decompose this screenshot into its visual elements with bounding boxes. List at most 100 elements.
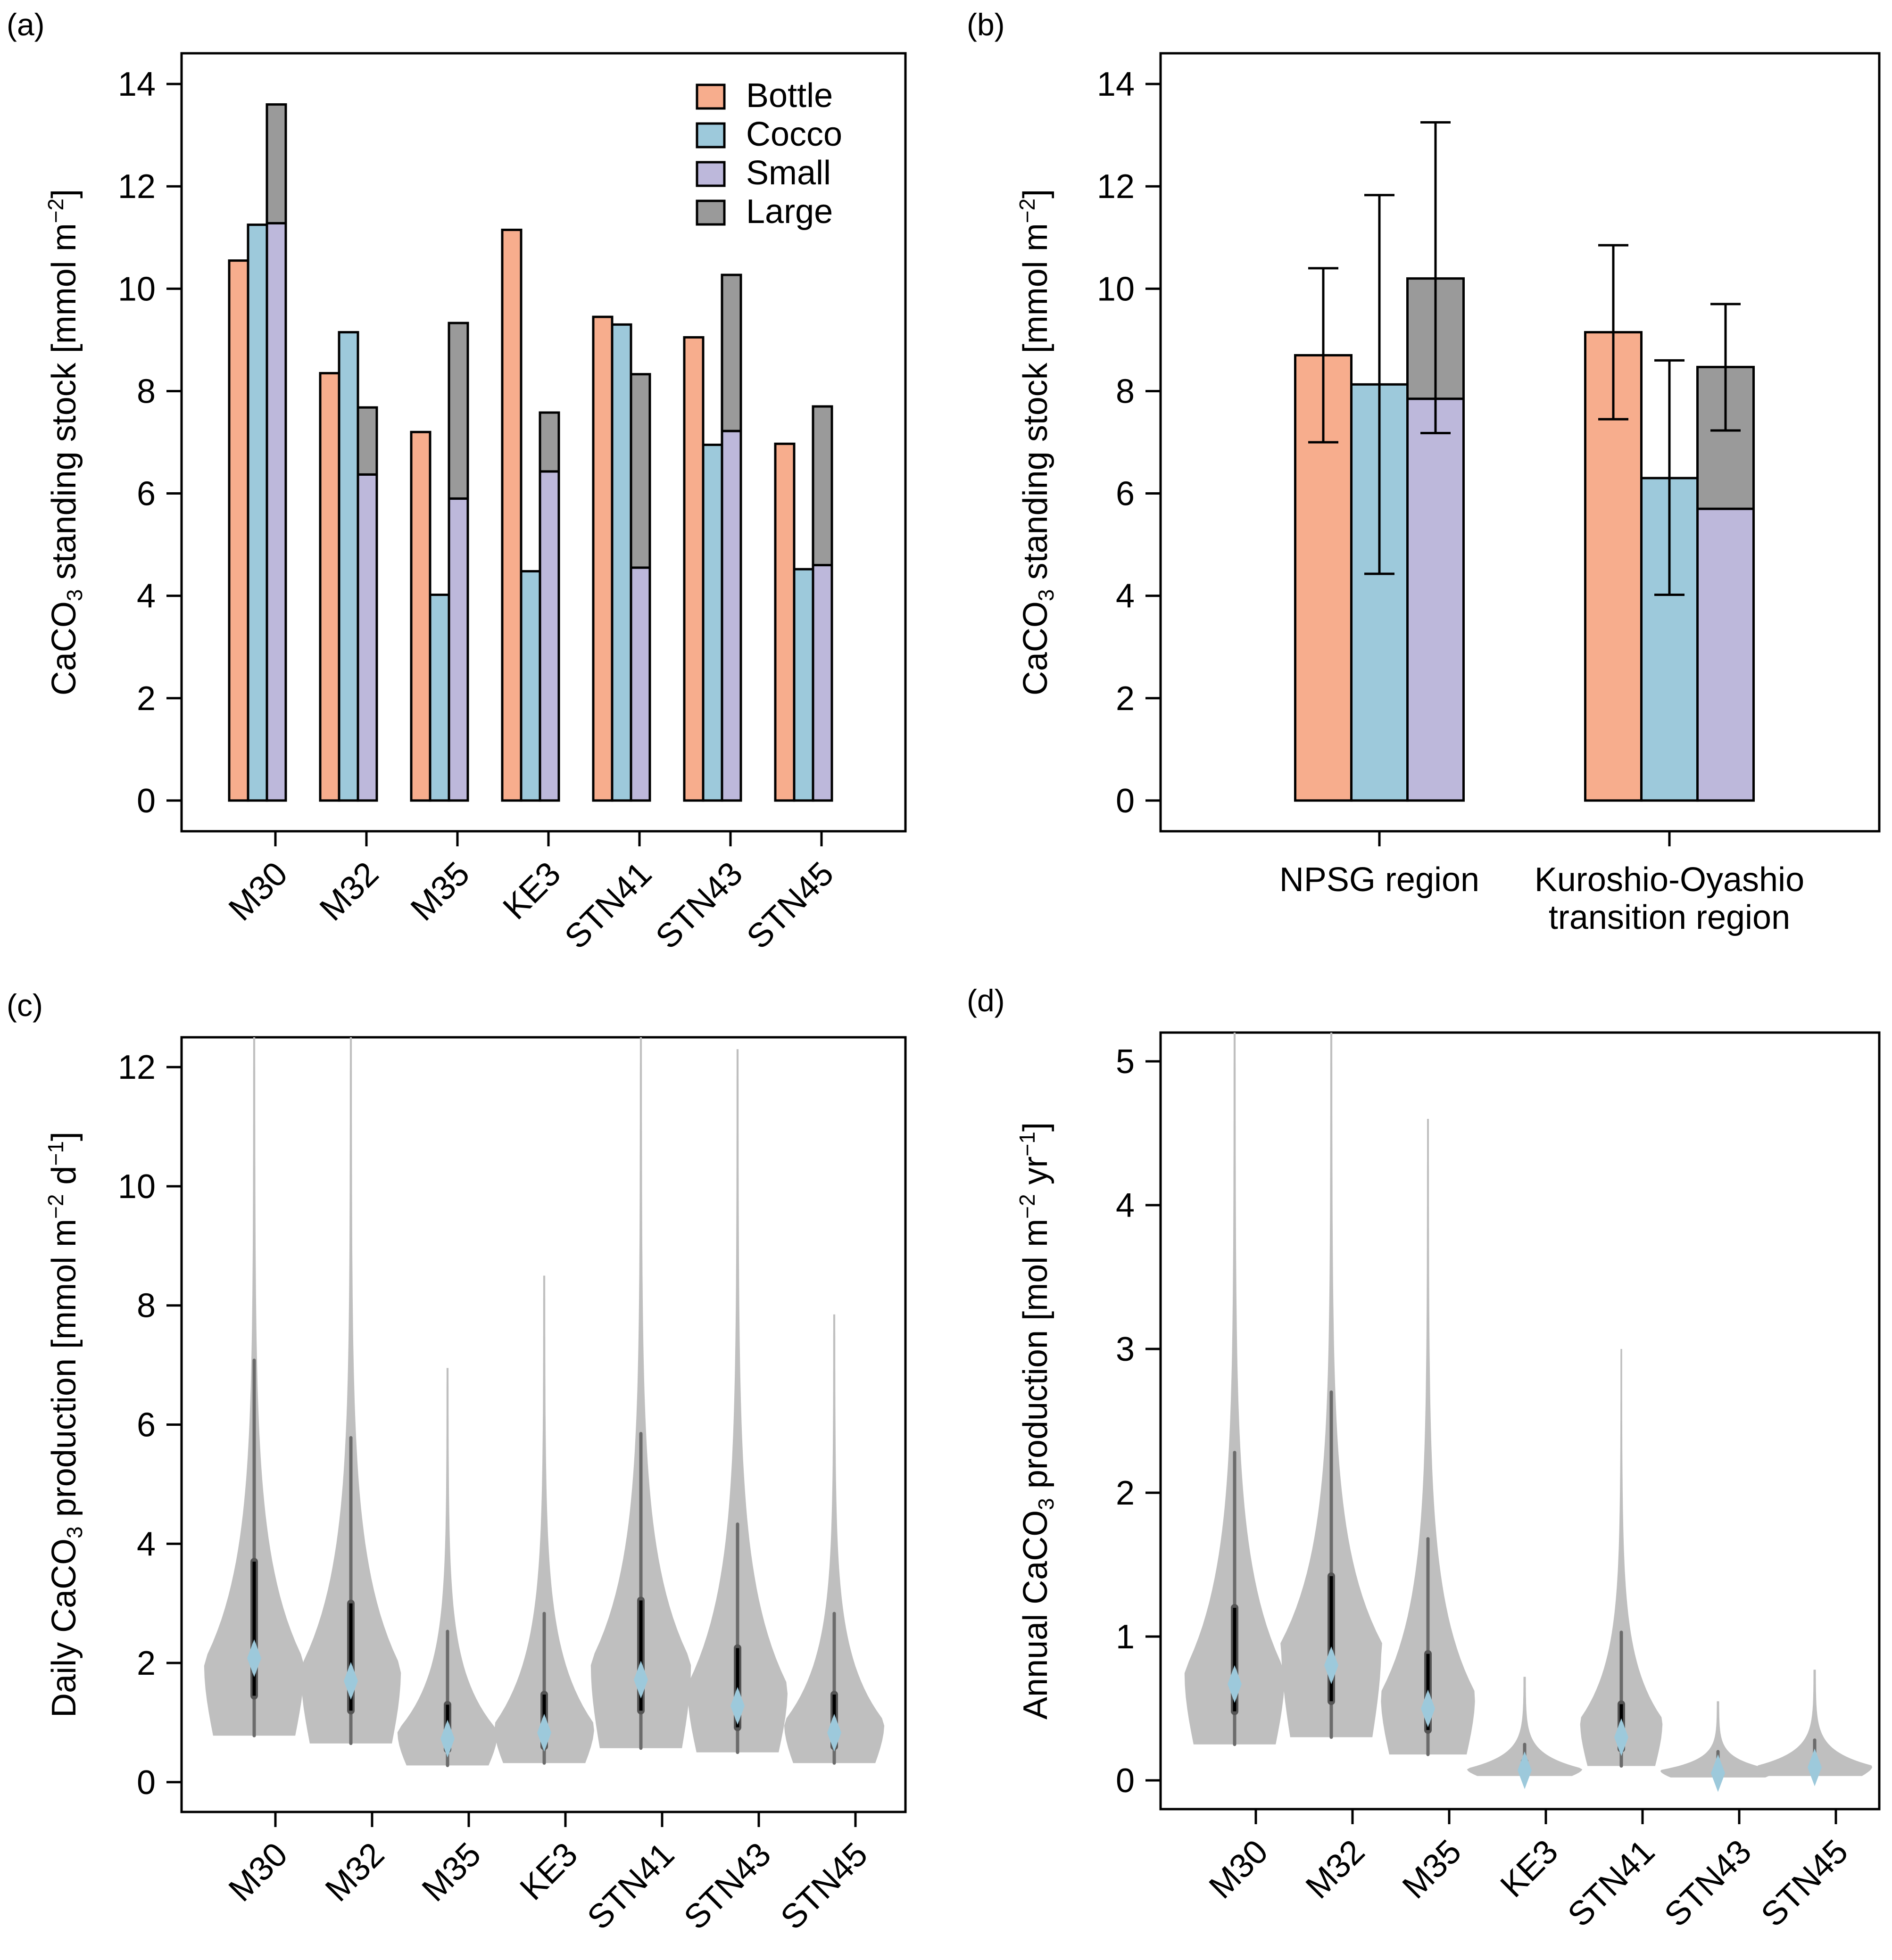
- bar-small: [357, 473, 378, 802]
- x-tick-label: STN43: [677, 1836, 778, 1937]
- panel-label: (a): [7, 7, 45, 42]
- bar-bottle: [501, 229, 523, 802]
- legend-label: Large: [746, 193, 833, 231]
- violin-median-marker: [1518, 1751, 1532, 1789]
- y-tick-label: 2: [137, 1645, 156, 1682]
- x-tick-label: transition region: [1549, 899, 1790, 936]
- violin-body: [1280, 1033, 1382, 1737]
- y-tick-label: 6: [137, 1406, 156, 1444]
- y-tick-label: 2: [1116, 680, 1135, 718]
- bar-small: [1406, 397, 1465, 802]
- x-tick-label: M30: [222, 1836, 295, 1909]
- bar-small: [448, 497, 469, 802]
- bar-large: [357, 406, 378, 476]
- y-tick-label: 4: [1116, 1187, 1135, 1224]
- bar-small: [539, 470, 560, 802]
- x-tick-label: STN41: [580, 1836, 681, 1937]
- violin-median-marker: [344, 1662, 358, 1700]
- bar-small: [812, 564, 833, 802]
- y-axis-label: CaCO3 standing stock [mmol m−2]: [43, 189, 87, 695]
- violin-median-marker: [1228, 1665, 1242, 1703]
- x-tick-label: M35: [415, 1836, 489, 1909]
- bar-large: [539, 411, 560, 473]
- y-tick-label: 3: [1116, 1331, 1135, 1368]
- violin-median-marker: [440, 1720, 455, 1758]
- bar-bottle: [410, 430, 432, 802]
- panel-label: (b): [967, 7, 1005, 42]
- plot-frame: [1159, 52, 1881, 833]
- bar-large: [448, 322, 469, 500]
- x-tick-label: STN45: [739, 855, 841, 956]
- violin-body: [1467, 1677, 1583, 1776]
- legend-swatch-large: [696, 199, 726, 226]
- y-axis-label: CaCO3 standing stock [mmol m−2]: [1015, 189, 1058, 695]
- legend-label: Cocco: [746, 116, 842, 153]
- bar-large: [630, 373, 651, 569]
- violin-median-marker: [1421, 1689, 1435, 1728]
- violin-body: [784, 1314, 885, 1763]
- violin-body: [300, 1037, 401, 1744]
- x-tick-label: M30: [222, 855, 295, 928]
- x-tick-label: STN43: [1657, 1833, 1759, 1934]
- bar-bottle: [774, 442, 796, 802]
- bar-cocco: [338, 331, 359, 802]
- plot-frame: [180, 52, 907, 833]
- x-tick-label: M32: [318, 1836, 392, 1909]
- bar-cocco: [702, 443, 723, 802]
- x-tick-label: M30: [1202, 1833, 1276, 1906]
- x-tick-label: Kuroshio-Oyashio: [1535, 861, 1804, 899]
- y-tick-label: 10: [118, 270, 156, 308]
- violin-body: [1757, 1670, 1873, 1776]
- bar-small: [721, 430, 742, 802]
- plot-frame: [1159, 1031, 1881, 1811]
- bar-cocco: [611, 323, 632, 802]
- x-tick-label: STN41: [1560, 1833, 1662, 1934]
- y-tick-label: 0: [137, 1764, 156, 1802]
- y-tick-label: 12: [118, 1049, 156, 1086]
- bar-large: [266, 103, 287, 224]
- violin-median-marker: [730, 1687, 745, 1725]
- legend-label: Small: [746, 154, 831, 192]
- panel-b-standing-stock-by-region: (b) 0 2 4 6 8 10 12 14 CaCO3 standing stock [mmol…: [967, 7, 1881, 936]
- legend-label: Bottle: [746, 77, 833, 115]
- y-tick-label: 0: [1116, 1762, 1135, 1800]
- legend-swatch-cocco: [696, 122, 726, 149]
- x-tick-label: M32: [1299, 1833, 1372, 1906]
- bar-large: [721, 273, 742, 432]
- violin-median-marker: [827, 1713, 841, 1752]
- violin-median-marker: [247, 1639, 261, 1677]
- violin-median-marker: [1614, 1718, 1628, 1756]
- y-tick-label: 14: [1097, 66, 1135, 103]
- y-tick-label: 1: [1116, 1618, 1135, 1656]
- violin-body: [1184, 1033, 1285, 1745]
- panel-d-annual-production-violin: (d) 0 1 2 3 4 5 Annual CaCO3 production [mol m−…: [967, 983, 1881, 1934]
- bar-bottle: [228, 259, 249, 802]
- y-tick-label: 10: [1097, 270, 1135, 308]
- bar-bottle: [592, 315, 614, 802]
- violin-body: [397, 1368, 498, 1766]
- panel-label: (d): [967, 983, 1005, 1018]
- bar-cocco: [247, 223, 268, 802]
- y-tick-label: 5: [1116, 1043, 1135, 1081]
- y-tick-label: 0: [1116, 782, 1135, 820]
- bar-cocco: [520, 570, 541, 802]
- x-tick-label: KE3: [496, 855, 568, 927]
- y-tick-label: 8: [137, 1287, 156, 1325]
- y-tick-label: 4: [137, 1525, 156, 1563]
- violin-median-marker: [537, 1713, 551, 1752]
- violin-body: [688, 1049, 788, 1753]
- y-tick-label: 14: [118, 66, 156, 103]
- x-tick-label: KE3: [513, 1836, 585, 1908]
- violin-body: [1580, 1349, 1663, 1766]
- y-tick-label: 8: [137, 372, 156, 410]
- x-tick-label: M35: [1395, 1833, 1469, 1906]
- y-axis-label: Annual CaCO3 production [mol m−2 yr−1]: [1015, 1122, 1058, 1720]
- y-tick-label: 8: [1116, 372, 1135, 410]
- x-tick-label: NPSG region: [1279, 861, 1479, 899]
- violin-median-marker: [1711, 1754, 1725, 1792]
- x-tick-label: M32: [313, 855, 386, 928]
- x-tick-label: STN41: [557, 855, 659, 956]
- violin-body: [494, 1275, 594, 1763]
